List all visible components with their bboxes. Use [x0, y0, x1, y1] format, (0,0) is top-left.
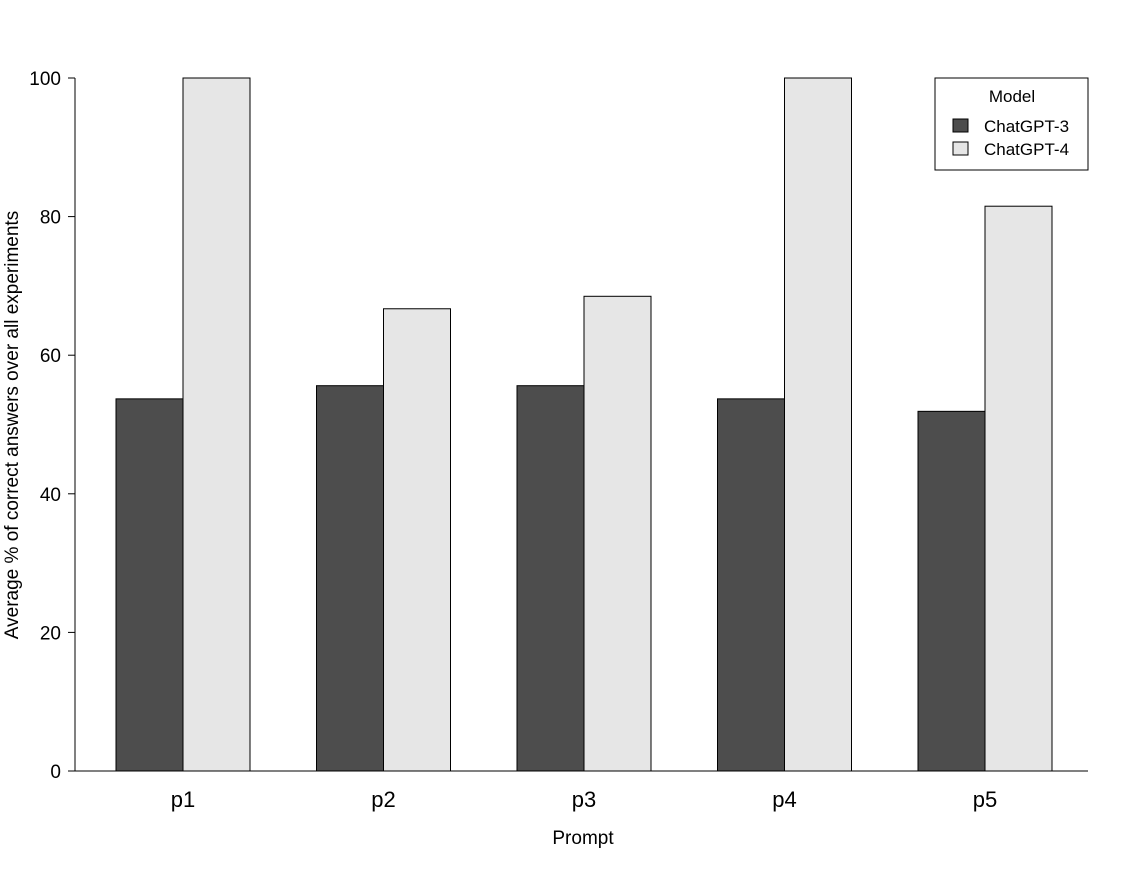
bar-p4-chatgpt-3 — [717, 398, 785, 772]
x-category-label: p3 — [572, 787, 596, 812]
x-category-labels: p1 p2 p3 p4 p5 — [171, 787, 997, 812]
y-axis-title: Average % of correct answers over all ex… — [2, 211, 23, 639]
legend-swatch — [952, 118, 969, 133]
legend-title: Model — [989, 87, 1035, 106]
legend-label: ChatGPT-3 — [984, 117, 1069, 136]
x-category-label: p2 — [371, 787, 395, 812]
x-category-label: p5 — [973, 787, 997, 812]
bar-p1-chatgpt-3 — [115, 398, 184, 772]
bar-p5-chatgpt-4 — [984, 205, 1053, 772]
x-category-label: p4 — [772, 787, 796, 812]
bar-p2-chatgpt-3 — [316, 385, 384, 772]
y-tick-label: 80 — [40, 208, 61, 229]
x-axis-title: Prompt — [552, 828, 614, 849]
y-tick-label: 100 — [29, 69, 61, 90]
bars-layer — [115, 77, 1053, 772]
y-tick-label: 20 — [40, 623, 61, 644]
legend-swatch — [952, 141, 969, 156]
legend-items: ChatGPT-3 ChatGPT-4 — [952, 117, 1069, 159]
x-category-label: p1 — [171, 787, 195, 812]
y-tick-label: 60 — [40, 346, 61, 367]
bar-p2-chatgpt-4 — [383, 308, 451, 772]
bar-p1-chatgpt-4 — [182, 77, 251, 772]
legend-label: ChatGPT-4 — [984, 140, 1069, 159]
bar-p3-chatgpt-4 — [583, 295, 652, 772]
axes-layer — [74, 78, 1088, 772]
bar-p3-chatgpt-3 — [516, 385, 585, 772]
legend: Model ChatGPT-3 ChatGPT-4 — [934, 77, 1089, 171]
y-tick-label: 40 — [40, 485, 61, 506]
bar-p5-chatgpt-3 — [917, 410, 986, 772]
y-ticks: 0 20 40 60 80 100 — [29, 69, 75, 783]
bar-p4-chatgpt-4 — [784, 77, 852, 772]
y-tick-label: 0 — [50, 762, 61, 783]
